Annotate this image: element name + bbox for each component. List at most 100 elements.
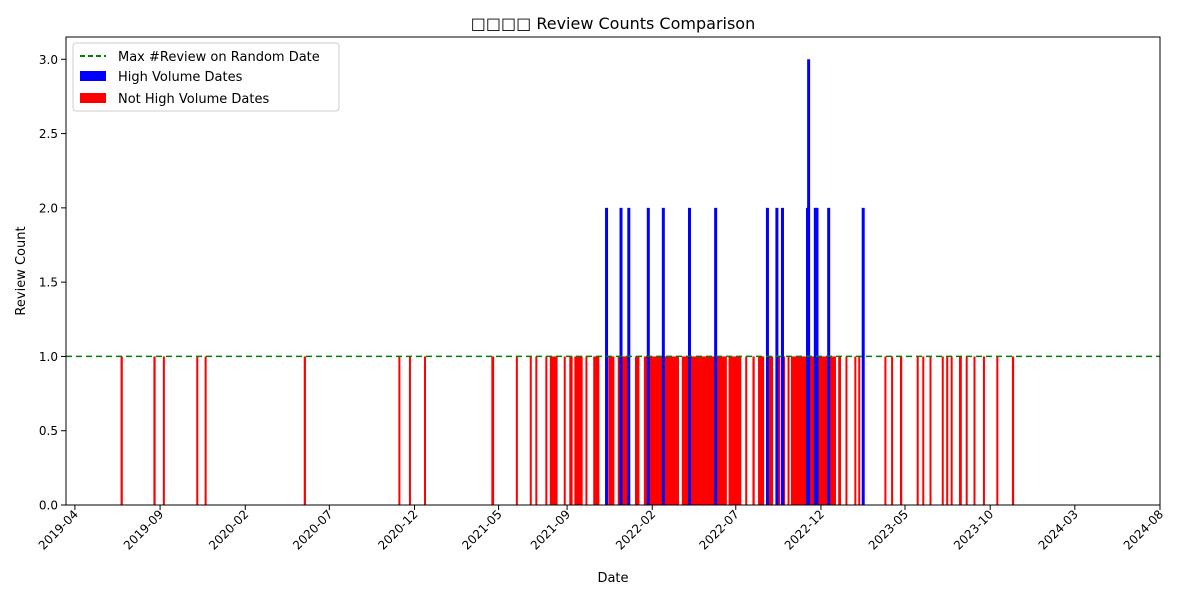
bar-not-high-volume [946,356,949,505]
bar-not-high-volume [900,356,903,505]
y-tick-label: 2.5 [39,127,58,141]
bar-not-high-volume [845,356,848,505]
bar-not-high-volume [854,356,857,505]
bar-not-high-volume [196,356,199,505]
bar-not-high-volume [535,356,538,505]
x-axis: 2019-04 2019-09 2020-02 2020-07 2020-12 2021-… [36,505,1166,553]
bar-not-high-volume [783,356,786,505]
bar-not-high-volume [965,356,968,505]
legend-not-high-volume-swatch [80,93,106,103]
y-tick-label: 1.5 [39,276,58,290]
y-tick-label: 1.0 [39,350,58,364]
bar-not-high-volume [996,356,999,505]
x-tick-label: 2021-05 [459,507,504,552]
y-axis-label: Review Count [14,226,29,315]
bar-not-high-volume [423,356,426,505]
bar-not-high-volume [728,356,742,505]
chart-title: □□□□ Review Counts Comparison [471,14,755,33]
bar-not-high-volume [950,356,953,505]
bar-not-high-volume [745,356,748,505]
bar-not-high-volume [973,356,976,505]
bar-not-high-volume [634,356,640,505]
legend-label-reference: Max #Review on Random Date [118,50,320,65]
x-axis-label: Date [597,571,628,586]
legend-label-high-volume: High Volume Dates [118,70,243,85]
bar-not-high-volume [585,356,588,505]
bar-not-high-volume [643,356,648,505]
bar-not-high-volume [929,356,932,505]
bar-not-high-volume [408,356,411,505]
bar-not-high-volume [398,356,401,505]
bar-not-high-volume [204,356,207,505]
bar-not-high-volume [941,356,944,505]
bar-not-high-volume [608,356,615,505]
legend-label-not-high-volume: Not High Volume Dates [118,92,269,107]
bar-not-high-volume [922,356,925,505]
x-tick-label: 2023-05 [866,507,911,552]
bar-not-high-volume [593,356,600,505]
x-tick-label: 2020-07 [290,507,335,552]
x-tick-label: 2024-08 [1121,507,1166,552]
bar-high-volume [861,207,865,505]
bar-not-high-volume [829,356,836,505]
legend-box [72,42,340,112]
x-tick-label: 2023-10 [951,507,996,552]
bar-not-high-volume [838,356,841,505]
bar-not-high-volume [1011,356,1015,505]
legend: Max #Review on Random Date High Volume D… [72,42,340,112]
bar-not-high-volume [809,356,815,505]
bar-not-high-volume [162,356,165,505]
bar-not-high-volume [491,356,495,505]
bar-not-high-volume [758,356,765,505]
x-tick-label: 2022-12 [782,507,827,552]
bar-not-high-volume [621,356,628,505]
bar-not-high-volume [663,356,679,505]
x-tick-label: 2024-03 [1036,507,1081,552]
bar-not-high-volume [891,356,894,505]
legend-high-volume-swatch [80,71,106,81]
bar-not-high-volume [858,356,861,505]
bar-not-high-volume [153,356,156,505]
bar-high-volume [714,207,718,505]
y-axis: 0.0 0.5 1.0 1.5 2.0 2.5 3.0 [39,53,66,513]
x-tick-label: 2020-02 [206,507,251,552]
x-tick-label: 2021-09 [528,507,573,552]
bar-not-high-volume [787,356,790,505]
bar-not-high-volume [515,356,518,505]
bar-high-volume [661,207,665,505]
bar-not-high-volume [545,356,548,505]
plot-area [65,36,1161,506]
x-tick-label: 2022-02 [613,507,658,552]
bar-not-high-volume [752,356,755,505]
bar-not-high-volume [681,356,689,505]
bar-high-volume [807,59,811,506]
y-tick-label: 0.0 [39,499,58,513]
x-tick-label: 2019-04 [36,507,81,552]
x-tick-label: 2020-12 [375,507,420,552]
bar-not-high-volume [884,356,887,505]
bar-not-high-volume [959,356,962,505]
bar-not-high-volume [617,356,620,505]
bar-not-high-volume [648,356,663,505]
plot-frame [65,36,1161,506]
bar-not-high-volume [982,356,985,505]
bar-not-high-volume [563,356,566,505]
y-tick-label: 3.0 [39,53,58,67]
x-tick-label: 2022-07 [697,507,742,552]
bar-not-high-volume [916,356,919,505]
bar-not-high-volume [790,356,807,505]
bar-not-high-volume [817,356,828,505]
bar-not-high-volume [120,356,123,505]
bar-not-high-volume [768,356,774,505]
y-tick-label: 2.0 [39,201,58,215]
bar-not-high-volume [690,356,715,505]
y-tick-label: 0.5 [39,424,58,438]
x-tick-label: 2019-09 [121,507,166,552]
bar-not-high-volume [716,356,727,505]
bar-high-volume [813,207,817,505]
bar-not-high-volume [574,356,583,505]
bar-high-volume [780,207,784,505]
bar-not-high-volume [569,356,573,505]
bar-not-high-volume [549,356,558,505]
